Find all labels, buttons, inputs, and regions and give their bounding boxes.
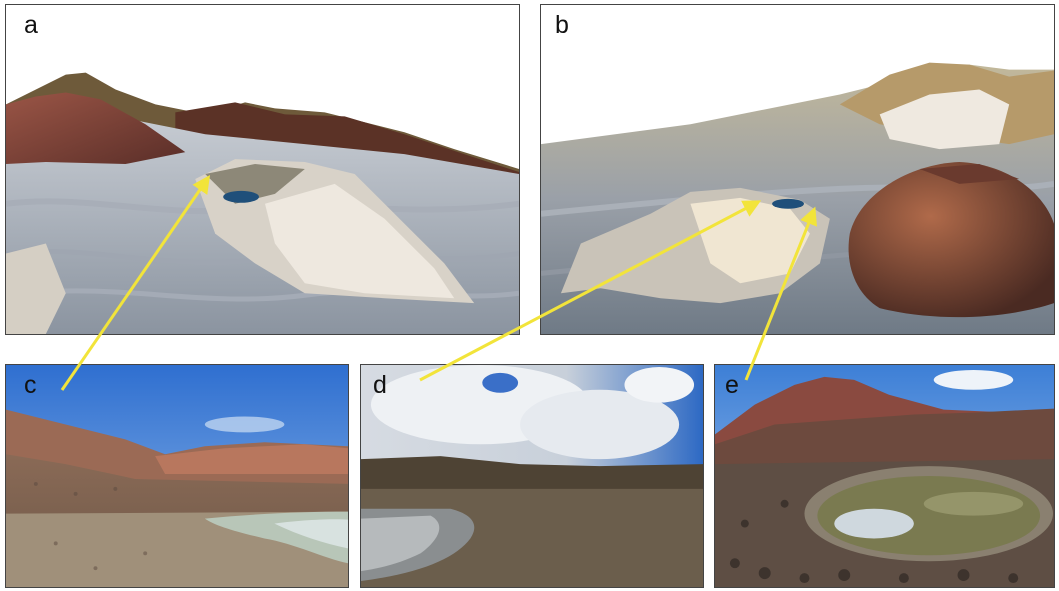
panel-a-image [6, 5, 519, 334]
panel-e-photo: e [714, 364, 1055, 588]
panel-d-label: d [373, 371, 387, 399]
panel-e-label: e [725, 371, 739, 399]
panel-c-image [6, 365, 348, 587]
panel-a-terrain-view: a [5, 4, 520, 335]
panel-e-image [715, 365, 1054, 587]
panel-d-photo: d [360, 364, 704, 588]
panel-c-photo: c [5, 364, 349, 588]
panel-b-terrain-view: b [540, 4, 1055, 335]
panel-c-label: c [24, 371, 37, 399]
panel-d-image [361, 365, 703, 587]
panel-a-label: a [24, 11, 38, 39]
panel-b-image [541, 5, 1054, 334]
panel-b-label: b [555, 11, 569, 39]
